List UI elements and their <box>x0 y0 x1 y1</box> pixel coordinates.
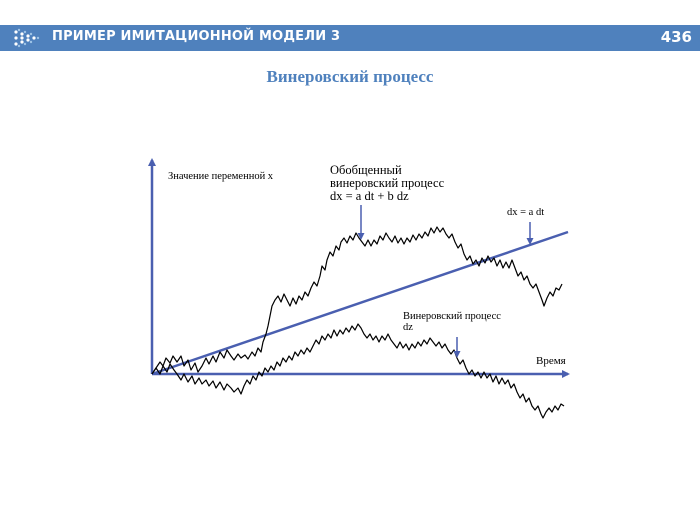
x-axis-label: Время <box>536 355 566 367</box>
drift-label: dx = a dt <box>507 207 545 218</box>
wiener-label-line1: Винеровский процесс <box>403 311 501 322</box>
header-title: ПРИМЕР ИМИТАЦИОННОЙ МОДЕЛИ 3 <box>52 29 341 44</box>
generalized-label-line2: винеровский процесс <box>330 176 445 191</box>
slide-title: Винеровский процесс <box>266 67 434 86</box>
wiener-label-line2: dz <box>403 322 413 334</box>
wiener-process-label: Винеровский процесс dz <box>403 311 533 333</box>
y-axis-label: Значение переменной x <box>168 171 274 182</box>
page-number: 436 <box>660 28 692 46</box>
generalized-process-label: Обобщенный винеровский процесс dx = a dt… <box>330 163 480 204</box>
dots-arrow-logo-icon <box>14 28 40 48</box>
generalized-label-line1: Обобщенный <box>330 163 402 177</box>
wiener-path <box>151 323 565 419</box>
header-bar: ПРИМЕР ИМИТАЦИОННОЙ МОДЕЛИ 3 436 <box>0 25 700 51</box>
drift-line <box>151 230 569 376</box>
generalized-label-line3: dx = a dt + b dz <box>330 189 409 204</box>
generalized-wiener-path <box>151 226 563 375</box>
